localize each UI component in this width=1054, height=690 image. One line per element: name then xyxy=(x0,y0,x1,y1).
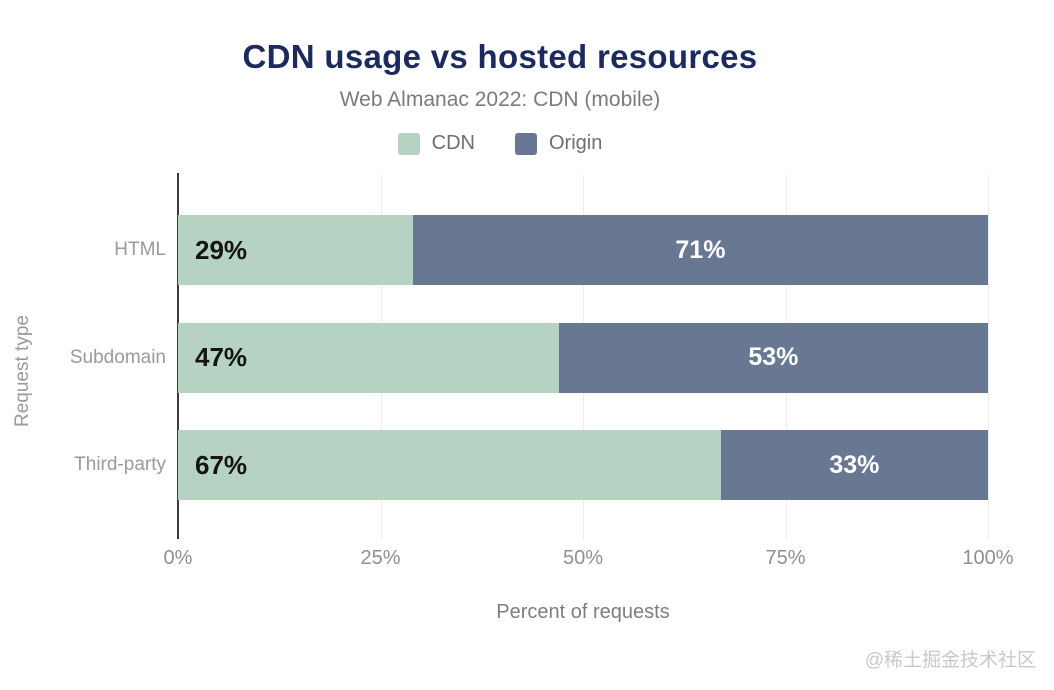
value-label-cdn: 67% xyxy=(195,449,248,480)
chart-header: CDN usage vs hosted resources Web Almana… xyxy=(0,0,1000,155)
category-label-subdomain: Subdomain xyxy=(69,346,166,368)
bar-segment-cdn-third-party: 67% xyxy=(178,430,721,500)
gridline-100 xyxy=(988,175,989,540)
legend-swatch-cdn xyxy=(397,132,420,155)
legend: CDN Origin xyxy=(0,132,1000,155)
x-tick-75: 75% xyxy=(765,547,806,569)
bar-segment-origin-third-party: 33% xyxy=(720,430,988,500)
chart-title: CDN usage vs hosted resources xyxy=(242,38,758,75)
plot-area: 29% 71% 47% 53% 67% 33% xyxy=(178,175,989,540)
value-label-cdn: 29% xyxy=(195,234,248,265)
legend-label: CDN xyxy=(431,132,475,154)
value-label-origin: 53% xyxy=(748,343,799,371)
category-label-third-party: Third-party xyxy=(74,454,166,475)
y-axis-label: Request type xyxy=(12,315,33,427)
x-tick-0: 0% xyxy=(163,547,193,569)
value-label-cdn: 47% xyxy=(195,342,248,372)
x-axis-label: Percent of requests xyxy=(496,601,670,623)
legend-swatch-origin xyxy=(514,132,537,155)
legend-item-origin: Origin xyxy=(514,132,603,155)
value-label-origin: 71% xyxy=(675,235,726,264)
bar-row-subdomain: 47% 53% xyxy=(178,322,988,393)
bar-segment-cdn-html: 29% xyxy=(178,215,413,285)
x-tick-100: 100% xyxy=(962,547,1014,569)
bar-segment-origin-subdomain: 53% xyxy=(558,322,988,393)
bar-row-third-party: 67% 33% xyxy=(178,430,988,500)
watermark: @稀土掘金技术社区 xyxy=(864,650,1036,671)
bar-segment-origin-html: 71% xyxy=(412,215,988,285)
bar-row-html: 29% 71% xyxy=(178,215,988,285)
x-tick-50: 50% xyxy=(562,547,604,569)
legend-item-cdn: CDN xyxy=(397,132,475,155)
x-tick-25: 25% xyxy=(360,547,401,569)
category-label-html: HTML xyxy=(114,239,166,260)
value-label-origin: 33% xyxy=(829,450,880,479)
chart-subtitle: Web Almanac 2022: CDN (mobile) xyxy=(339,88,661,111)
legend-label: Origin xyxy=(548,132,603,154)
bar-segment-cdn-subdomain: 47% xyxy=(178,322,559,393)
